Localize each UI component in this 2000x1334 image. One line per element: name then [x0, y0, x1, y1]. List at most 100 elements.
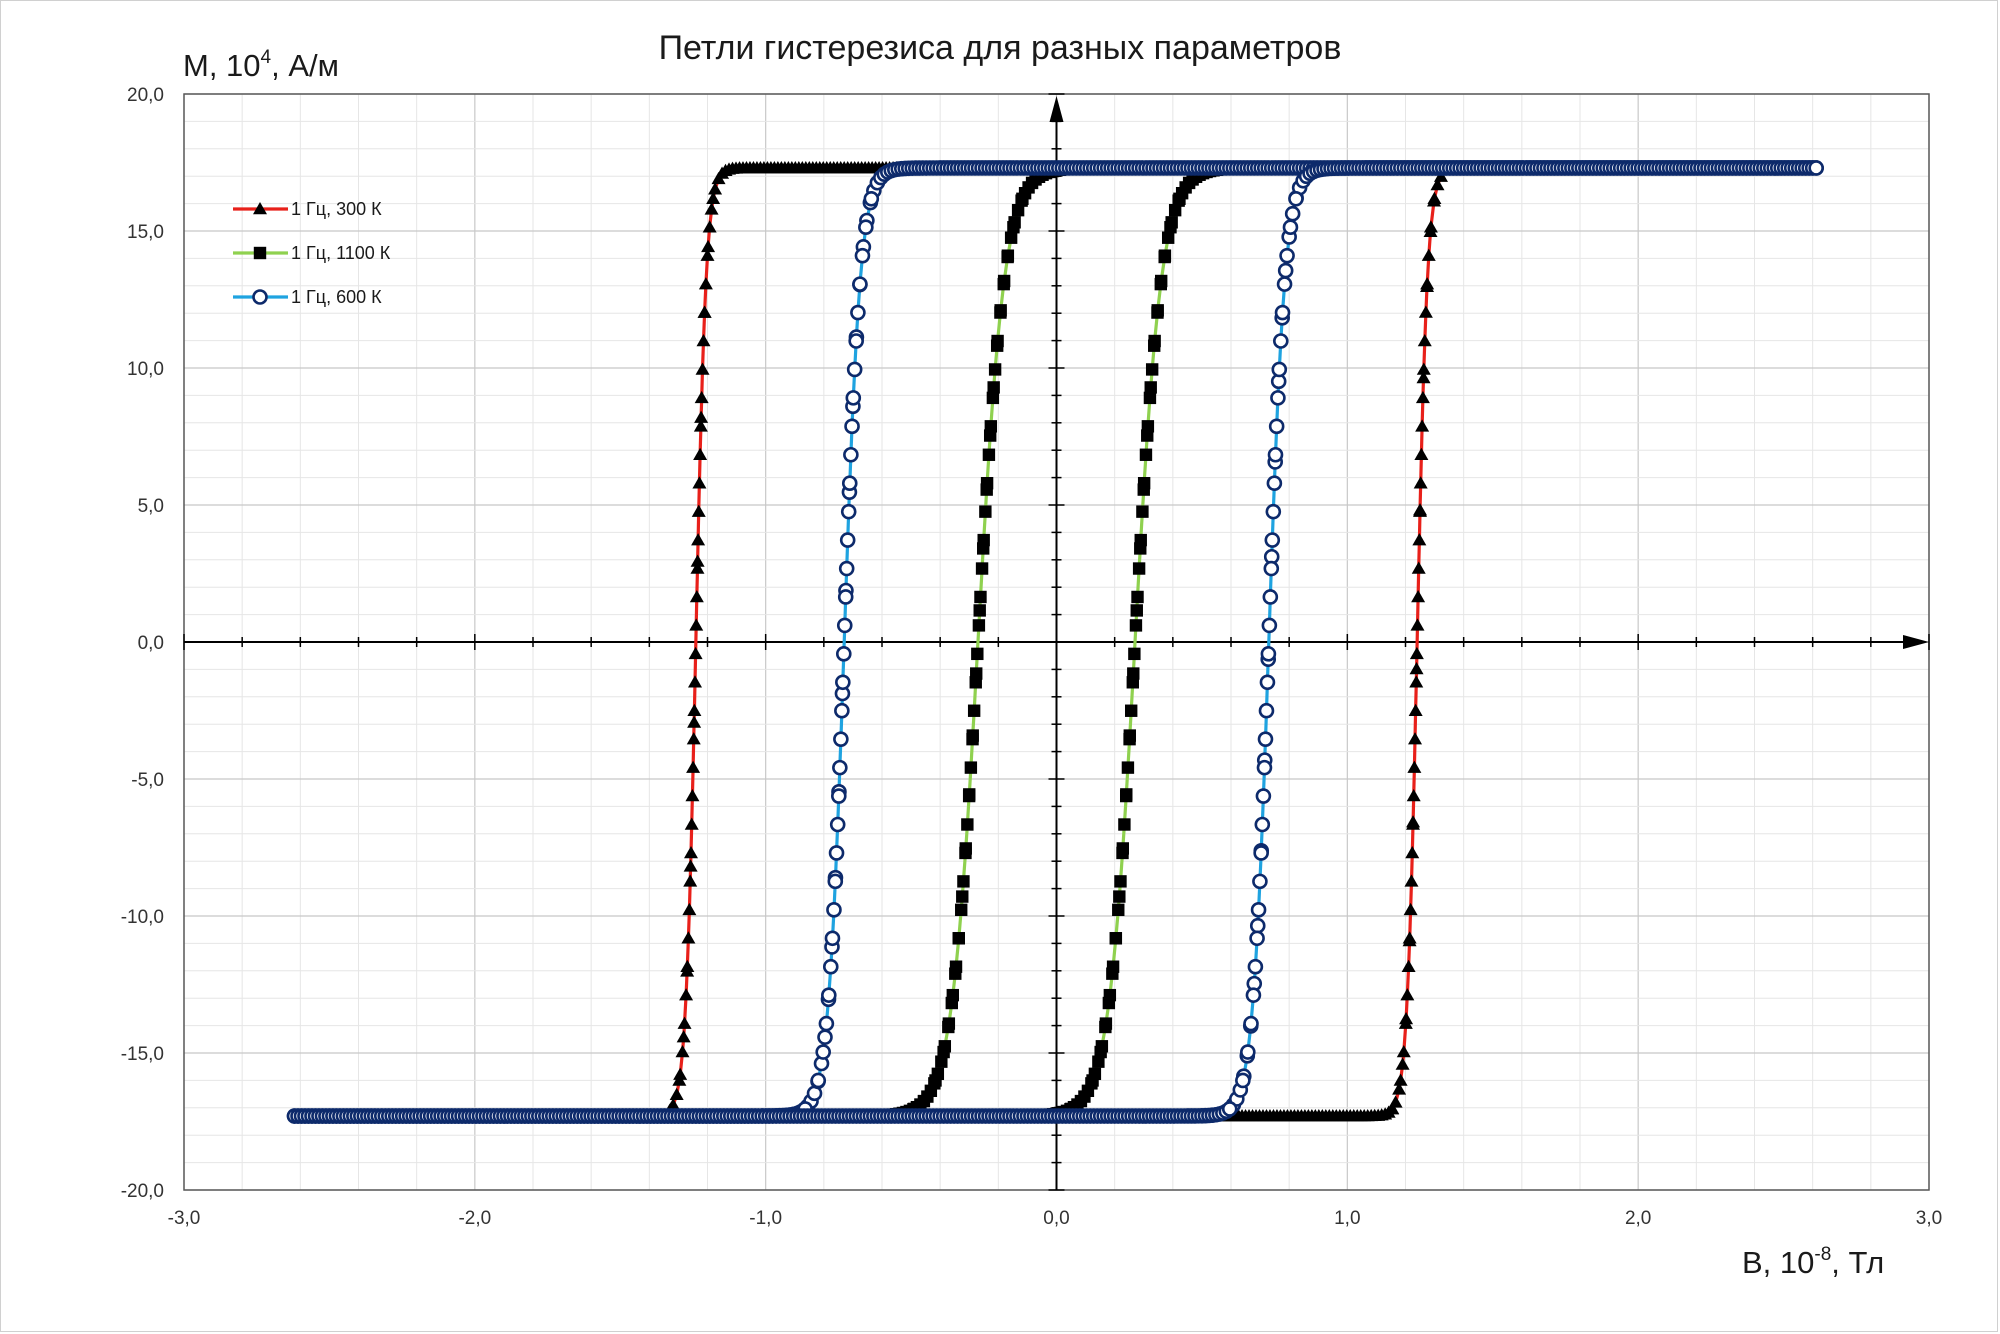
y-axis-label-rest: , А/м	[271, 48, 339, 83]
legend-label: 1 Гц, 600 К	[291, 287, 382, 307]
series-marker-square	[971, 647, 984, 661]
series-marker-square	[1136, 505, 1149, 518]
x-axis-arrow	[1903, 635, 1929, 649]
series-marker-circle	[830, 788, 847, 804]
series-marker-triangle	[1418, 305, 1433, 318]
series-marker-square	[1128, 647, 1141, 661]
series-marker-circle	[1284, 205, 1301, 222]
series-marker-triangle	[1406, 817, 1421, 830]
series-marker-triangle	[686, 732, 701, 745]
series-marker-triangle	[693, 447, 708, 461]
series-marker-circle	[1262, 589, 1279, 605]
series-marker-triangle	[700, 248, 715, 261]
series-marker-square	[1123, 732, 1136, 746]
series-marker-square	[1143, 391, 1157, 405]
y-tick-label: -5,0	[131, 770, 164, 791]
series-marker-circle	[1250, 902, 1267, 918]
series-marker-square	[1004, 231, 1018, 244]
series-marker-circle	[850, 304, 866, 321]
series-marker-triangle	[1412, 533, 1427, 546]
y-axis-label: M, 104, А/м	[183, 47, 339, 83]
series-marker-triangle	[1414, 447, 1429, 461]
series-marker-square	[253, 246, 267, 260]
series-marker-circle	[821, 987, 837, 1003]
series-marker-triangle	[687, 715, 702, 728]
series-marker-triangle	[702, 220, 717, 233]
series-marker-circle	[1288, 190, 1304, 207]
series-marker-triangle	[1415, 419, 1430, 432]
y-tick-label: 20,0	[127, 85, 164, 106]
series-marker-triangle	[1400, 988, 1415, 1001]
series-marker-square	[1092, 1055, 1105, 1068]
series-marker-square	[1094, 1045, 1107, 1059]
series-marker-circle	[854, 247, 871, 264]
series-marker-circle	[1221, 1101, 1238, 1117]
series-marker-triangle	[692, 476, 707, 489]
series-marker-circle	[1258, 702, 1275, 719]
series-marker-circle	[1249, 930, 1265, 947]
series-marker-triangle	[695, 362, 710, 375]
series-marker-square	[942, 1017, 956, 1030]
series-marker-circle	[832, 759, 848, 776]
series-marker-triangle	[693, 419, 708, 432]
series-marker-circle	[844, 418, 860, 435]
series-marker-triangle	[1420, 277, 1435, 290]
series-marker-square	[955, 903, 968, 917]
series-3	[286, 160, 1824, 1124]
series-marker-square	[1016, 192, 1029, 205]
series-marker-circle	[1255, 788, 1272, 804]
series-marker-square	[1116, 846, 1129, 860]
series-marker-triangle	[689, 618, 704, 631]
series-marker-triangle	[696, 333, 711, 347]
series-marker-square	[1113, 890, 1126, 903]
series-marker-circle	[833, 731, 849, 747]
series-marker-triangle	[684, 817, 699, 830]
x-tick-label: -1,0	[749, 1208, 782, 1229]
series-marker-triangle	[683, 845, 698, 859]
x-tick-label: 1,0	[1334, 1208, 1360, 1229]
series-marker-triangle	[1413, 476, 1428, 489]
series-marker-square	[1148, 334, 1161, 348]
y-tick-label: 0,0	[138, 633, 164, 654]
series-marker-circle	[818, 1015, 835, 1032]
series-marker-circle	[1282, 219, 1299, 236]
series-marker-circle	[1276, 276, 1293, 292]
series-marker-square	[1131, 590, 1144, 604]
y-axis-label-sup: 4	[261, 47, 272, 68]
series-marker-triangle	[1402, 931, 1417, 944]
x-tick-label: 3,0	[1916, 1208, 1942, 1229]
series-marker-triangle	[701, 239, 716, 253]
series-marker-circle	[252, 289, 268, 305]
series-marker-square	[973, 604, 986, 617]
series-marker-triangle	[1415, 390, 1430, 404]
series-marker-triangle	[1407, 760, 1422, 773]
series-marker-circle	[1240, 1044, 1256, 1060]
series-marker-square	[1129, 619, 1143, 632]
series-marker-triangle	[1409, 675, 1424, 688]
series-marker-triangle	[1403, 902, 1418, 916]
series-marker-triangle	[1421, 248, 1436, 261]
series-marker-square	[967, 704, 981, 717]
series-marker-square	[961, 818, 974, 831]
series-marker-square	[959, 846, 972, 860]
series-marker-circle	[1273, 333, 1289, 349]
y-tick-label: 5,0	[138, 496, 164, 517]
legend: 1 Гц, 300 К 1 Гц, 1100 К 1 Гц, 600 К	[233, 199, 391, 307]
series-marker-triangle	[1430, 178, 1445, 191]
series-marker-square	[1144, 381, 1157, 394]
series-marker-circle	[1267, 446, 1284, 463]
series-marker-triangle	[698, 277, 713, 290]
series-marker-square	[1173, 192, 1186, 205]
series-marker-circle	[836, 617, 853, 634]
series-marker-square	[1130, 604, 1143, 617]
y-tick-label: -15,0	[121, 1044, 164, 1065]
series-marker-circle	[834, 702, 850, 719]
series-marker-circle	[1808, 160, 1824, 176]
series-marker-square	[1125, 704, 1138, 717]
series-marker-triangle	[686, 760, 701, 773]
series-marker-square	[991, 334, 1004, 348]
series-marker-triangle	[687, 703, 702, 716]
series-marker-circle	[1256, 759, 1273, 776]
